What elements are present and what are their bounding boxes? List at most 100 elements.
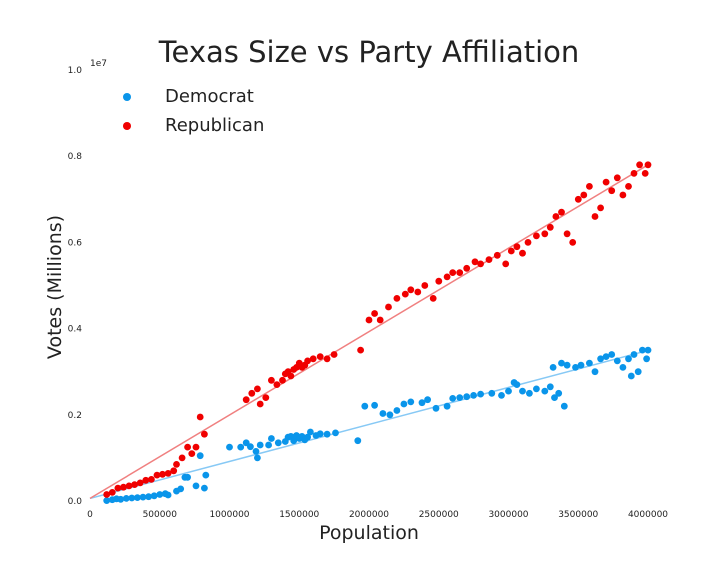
point-democrat xyxy=(477,390,484,398)
point-democrat xyxy=(572,364,579,371)
point-democrat xyxy=(323,430,331,438)
point-democrat xyxy=(577,361,585,369)
point-democrat xyxy=(202,471,210,479)
x-tick-label: 1000000 xyxy=(209,510,249,520)
point-democrat xyxy=(498,392,505,399)
point-republican xyxy=(242,396,250,404)
point-democrat xyxy=(449,395,457,402)
point-democrat xyxy=(613,357,621,365)
point-republican xyxy=(201,430,208,438)
point-democrat xyxy=(156,491,164,498)
y-axis-label: Votes (Millions) xyxy=(44,215,66,359)
point-republican xyxy=(131,481,139,488)
point-republican xyxy=(125,482,133,490)
point-democrat xyxy=(177,485,185,493)
point-democrat xyxy=(247,443,254,451)
point-democrat xyxy=(630,351,638,358)
point-republican xyxy=(449,269,457,276)
point-republican xyxy=(401,290,409,298)
point-republican xyxy=(196,413,204,421)
point-republican xyxy=(256,400,264,408)
point-democrat xyxy=(555,389,563,397)
data-points xyxy=(103,161,652,504)
point-republican xyxy=(357,346,364,354)
point-democrat xyxy=(237,443,245,451)
point-republican xyxy=(429,295,437,302)
point-republican xyxy=(507,247,515,255)
point-democrat xyxy=(513,381,521,388)
x-tick-label: 3000000 xyxy=(488,510,528,520)
point-republican xyxy=(625,183,632,190)
point-democrat xyxy=(192,482,200,490)
point-democrat xyxy=(304,433,311,441)
point-democrat xyxy=(643,355,650,363)
point-democrat xyxy=(549,364,557,371)
y-tick-label: 0.4 xyxy=(68,325,83,335)
point-democrat xyxy=(558,359,565,367)
y-tick-label: 0.2 xyxy=(68,411,82,421)
y-axis-offset-label: 1e7 xyxy=(90,59,107,69)
y-tick-label: 0.8 xyxy=(68,152,83,162)
legend-marker-democrat xyxy=(123,93,131,101)
point-republican xyxy=(114,484,122,492)
legend-label-republican: Republican xyxy=(165,115,264,136)
point-democrat xyxy=(139,493,147,501)
point-democrat xyxy=(488,389,496,397)
point-democrat xyxy=(184,473,192,481)
point-republican xyxy=(304,357,311,365)
point-democrat xyxy=(432,404,440,412)
point-republican xyxy=(541,230,549,238)
point-republican xyxy=(552,213,560,220)
point-democrat xyxy=(456,394,464,401)
point-republican xyxy=(268,376,275,384)
point-republican xyxy=(192,443,200,451)
y-tick-label: 0.0 xyxy=(68,497,83,507)
point-republican xyxy=(108,489,116,496)
legend-marker-republican xyxy=(123,122,131,130)
point-republican xyxy=(148,476,155,483)
point-democrat xyxy=(602,353,610,360)
point-democrat xyxy=(386,411,394,419)
point-republican xyxy=(493,251,501,259)
point-republican xyxy=(485,256,493,263)
point-democrat xyxy=(145,493,153,501)
x-tick-label: 0 xyxy=(87,510,93,520)
point-democrat xyxy=(533,385,540,393)
point-republican xyxy=(159,470,166,478)
point-republican xyxy=(636,161,643,169)
point-republican xyxy=(502,260,510,268)
point-republican xyxy=(580,191,588,199)
point-democrat xyxy=(117,495,125,503)
point-republican xyxy=(613,174,621,182)
point-democrat xyxy=(470,392,477,399)
x-tick-label: 1500000 xyxy=(279,510,319,520)
point-democrat xyxy=(443,402,451,410)
point-republican xyxy=(273,381,281,388)
point-democrat xyxy=(505,387,512,395)
x-tick-label: 2500000 xyxy=(419,510,459,520)
x-tick-label: 500000 xyxy=(143,510,178,520)
point-republican xyxy=(471,258,479,266)
point-republican xyxy=(254,385,261,393)
point-republican xyxy=(435,277,443,285)
point-republican xyxy=(414,288,422,296)
point-democrat xyxy=(597,355,604,363)
point-democrat xyxy=(254,454,261,462)
point-democrat xyxy=(639,346,646,354)
point-republican xyxy=(558,208,565,216)
point-republican xyxy=(393,295,401,302)
point-democrat xyxy=(560,402,568,410)
point-republican xyxy=(120,483,127,491)
point-democrat xyxy=(519,387,526,395)
point-democrat xyxy=(361,402,369,410)
y-tick-label: 0.6 xyxy=(68,238,83,248)
point-democrat xyxy=(265,441,272,449)
point-republican xyxy=(287,372,295,380)
point-republican xyxy=(173,461,180,468)
point-democrat xyxy=(424,396,431,404)
point-democrat xyxy=(634,368,642,376)
point-democrat xyxy=(122,495,130,502)
point-republican xyxy=(178,454,186,462)
point-democrat xyxy=(418,399,426,407)
point-democrat xyxy=(463,393,471,401)
